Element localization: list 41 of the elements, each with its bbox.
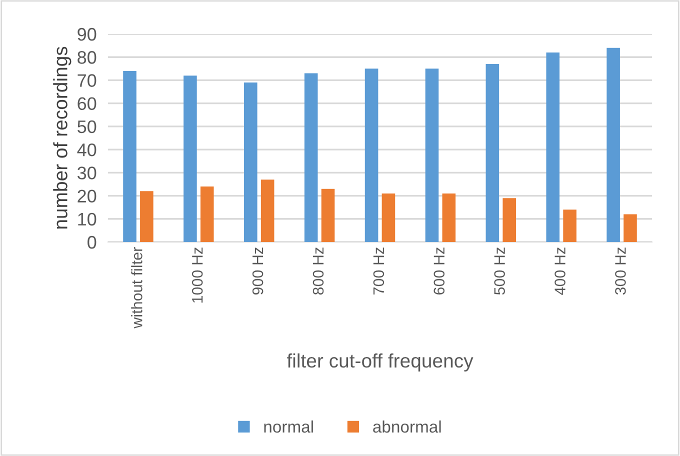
bar — [624, 214, 637, 242]
y-tick-label: 90 — [78, 28, 96, 41]
bar — [486, 64, 500, 242]
x-tick-label: 1000 Hz — [192, 248, 203, 303]
legend-label: normal — [264, 420, 313, 433]
legend-label: abnormal — [373, 420, 441, 433]
x-tick-label: 500 Hz — [494, 248, 505, 295]
y-tick-label: 0 — [88, 236, 96, 249]
bar — [425, 68, 439, 242]
x-tick-label: 900 Hz — [252, 248, 264, 295]
x-tick-label: without filter — [131, 247, 142, 328]
y-tick-label: 70 — [78, 74, 96, 87]
bar — [200, 186, 214, 242]
bar — [442, 193, 456, 242]
x-tick-label: 400 Hz — [554, 248, 566, 295]
y-tick-label: 30 — [77, 166, 96, 180]
x-tick-label: 700 Hz — [373, 248, 384, 294]
y-tick-label: 20 — [78, 190, 96, 202]
bar — [244, 82, 258, 242]
bar — [546, 52, 560, 242]
y-tick-label: 50 — [78, 120, 96, 134]
y-tick-label: 60 — [78, 97, 96, 110]
bar — [123, 70, 136, 242]
x-tick-label: 600 Hz — [434, 248, 445, 294]
bar — [140, 191, 154, 242]
bar — [304, 73, 318, 242]
bar — [502, 198, 516, 242]
y-tick-label: 80 — [78, 51, 96, 64]
bar — [184, 76, 197, 242]
bar — [364, 68, 378, 242]
y-tick-label: 40 — [77, 143, 96, 156]
y-axis-title: number of recordings — [53, 46, 72, 229]
x-tick-label: 800 Hz — [312, 248, 324, 295]
bar — [321, 188, 335, 242]
y-tick-label: 10 — [78, 212, 96, 226]
x-axis-title: filter cut-off frequency — [286, 353, 474, 372]
bar — [606, 48, 620, 242]
bar — [260, 180, 274, 242]
bar — [382, 193, 396, 242]
x-tick-label: 300 Hz — [615, 248, 626, 295]
bar — [563, 210, 576, 242]
